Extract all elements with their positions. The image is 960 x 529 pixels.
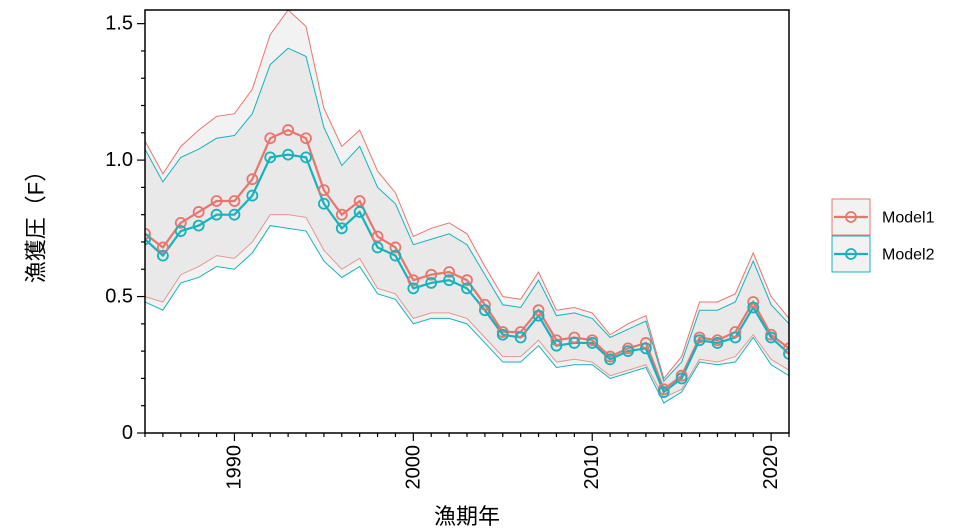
y-axis-title: 漁獲圧（F） xyxy=(24,160,49,283)
point-Model2-1992 xyxy=(264,151,277,164)
y-tick-label: 1.5 xyxy=(105,13,133,35)
point-Model1-1985 xyxy=(145,227,151,240)
point-Model1-1990 xyxy=(228,195,241,207)
point-Model2-2020 xyxy=(765,331,778,344)
point-Model2-2004 xyxy=(478,304,491,317)
line-Model1 xyxy=(145,128,789,392)
point-Model2-2007 xyxy=(532,309,545,322)
point-Model2-1986 xyxy=(156,249,169,262)
point-Model2-2013 xyxy=(639,342,652,355)
point-Model2-1989 xyxy=(210,208,223,221)
band-upper-Model2 xyxy=(145,47,789,383)
point-Model2-1988 xyxy=(192,219,205,232)
y-tick-label: 0 xyxy=(122,422,133,444)
point-Model2-2011 xyxy=(604,353,617,366)
point-Model1-2006 xyxy=(514,326,527,338)
point-Model1-2002 xyxy=(443,266,456,278)
point-Model2-2018 xyxy=(729,331,742,344)
point-Model2-2019 xyxy=(747,301,760,314)
point-Model1-2013 xyxy=(639,337,652,349)
point-Model1-1986 xyxy=(156,241,169,254)
x-tick-label: 2020 xyxy=(760,445,782,490)
point-Model2-1991 xyxy=(246,189,259,202)
legend: Model1 Model2 xyxy=(831,198,935,273)
y-tick-label: 0.5 xyxy=(105,286,133,308)
point-Model1-1997 xyxy=(353,195,366,207)
point-Model1-1992 xyxy=(264,132,277,145)
point-Model2-1990 xyxy=(228,208,241,221)
point-Model2-2000 xyxy=(407,282,420,295)
point-Model2-2012 xyxy=(622,345,634,358)
point-Model1-1998 xyxy=(371,230,384,243)
series-markers xyxy=(145,124,789,398)
point-Model1-2003 xyxy=(461,274,473,287)
point-Model1-2001 xyxy=(425,268,438,281)
point-Model2-1996 xyxy=(335,222,348,235)
point-Model1-1989 xyxy=(210,195,223,207)
point-Model2-2015 xyxy=(675,372,688,385)
point-Model2-1987 xyxy=(174,225,187,237)
y-axis-ticks: 0 0.5 1.0 1.5 xyxy=(105,13,145,444)
point-Model2-1999 xyxy=(389,249,402,262)
band-Model2 xyxy=(145,48,789,403)
point-Model1-2021 xyxy=(783,342,789,355)
point-Model1-1988 xyxy=(192,206,205,218)
line-Model2 xyxy=(145,153,789,394)
point-Model2-2010 xyxy=(586,337,599,349)
band-lower-Model1 xyxy=(145,214,789,399)
legend-label-Model2: Model2 xyxy=(882,247,935,264)
point-Model1-2004 xyxy=(478,298,491,311)
point-Model2-1997 xyxy=(353,206,366,218)
point-Model2-1994 xyxy=(300,151,312,164)
legend-label-Model1: Model1 xyxy=(882,210,935,227)
point-Model1-1991 xyxy=(246,173,259,186)
point-Model2-2016 xyxy=(693,334,706,347)
legend-item-Model1: Model1 xyxy=(831,198,935,236)
point-Model1-2018 xyxy=(729,326,742,338)
point-Model1-2019 xyxy=(747,296,760,308)
x-axis-title: 漁期年 xyxy=(434,504,500,529)
point-Model1-1999 xyxy=(389,241,402,254)
band-lower-Model2 xyxy=(145,225,789,404)
point-Model2-2008 xyxy=(550,339,563,352)
legend-marker-Model2 xyxy=(845,248,857,260)
point-Model2-2005 xyxy=(496,328,509,341)
point-Model1-2008 xyxy=(550,334,563,347)
x-axis-ticks: 1990 2000 2010 2020 xyxy=(144,433,790,490)
point-Model1-1987 xyxy=(174,216,187,229)
band-Model1 xyxy=(145,10,789,398)
point-Model2-2003 xyxy=(461,282,473,295)
point-Model2-1998 xyxy=(371,241,384,254)
band-upper-Model1 xyxy=(145,10,789,380)
point-Model1-1996 xyxy=(335,208,348,221)
point-Model1-1995 xyxy=(317,184,330,197)
point-Model2-2002 xyxy=(443,274,456,287)
x-tick-label: 2010 xyxy=(581,445,603,490)
point-Model2-1995 xyxy=(317,197,330,210)
legend-marker-Model1 xyxy=(845,211,857,223)
y-tick-label: 1.0 xyxy=(105,149,133,171)
point-Model2-2014 xyxy=(657,386,670,398)
point-Model2-1993 xyxy=(282,148,295,161)
point-Model1-2009 xyxy=(568,331,581,344)
point-Model2-2017 xyxy=(711,337,724,349)
point-Model1-2007 xyxy=(532,304,545,317)
series-lines xyxy=(145,128,789,394)
point-Model1-1993 xyxy=(282,124,295,136)
legend-item-Model2: Model2 xyxy=(831,235,935,273)
point-Model2-1985 xyxy=(145,233,151,246)
point-Model2-2021 xyxy=(783,347,789,360)
point-Model2-2006 xyxy=(514,331,527,344)
point-Model2-2001 xyxy=(425,277,438,289)
x-tick-label: 1990 xyxy=(223,445,245,490)
point-Model2-2009 xyxy=(568,337,581,349)
x-tick-label: 2000 xyxy=(402,445,424,490)
point-Model1-1994 xyxy=(300,132,312,145)
point-Model1-2000 xyxy=(407,274,420,287)
confidence-bands xyxy=(145,10,789,404)
